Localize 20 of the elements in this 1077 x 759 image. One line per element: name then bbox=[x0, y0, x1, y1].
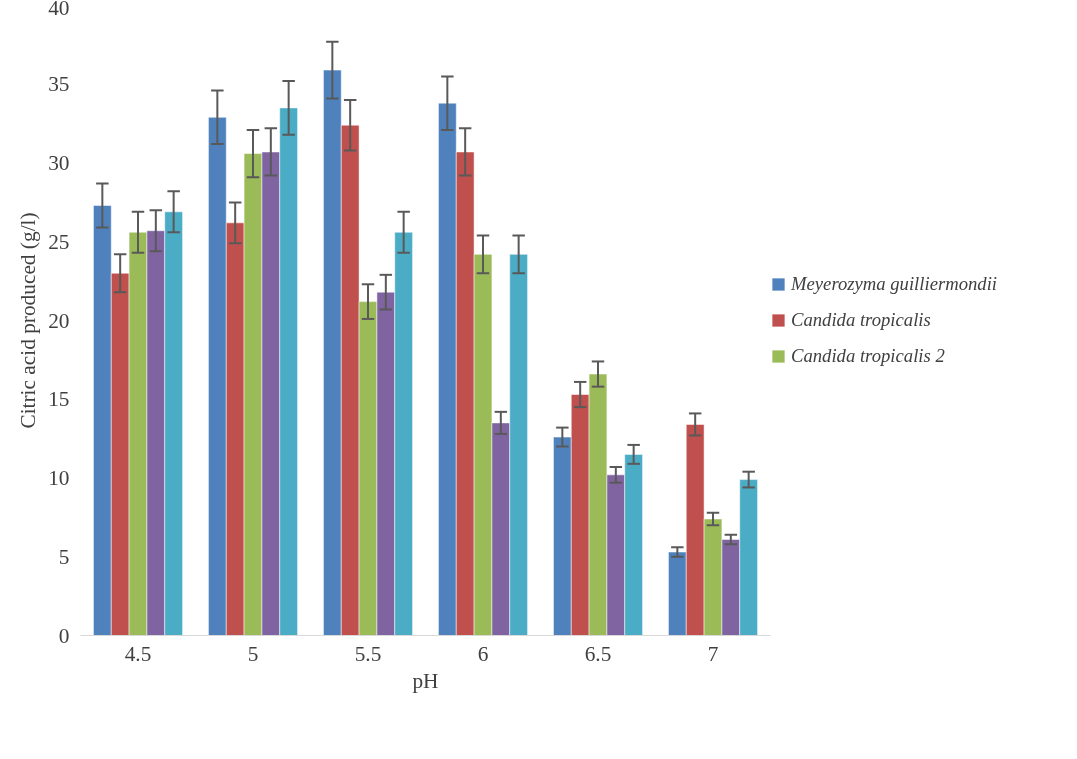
legend-label: Meyerozyma guilliermondii bbox=[791, 273, 998, 295]
x-tick-label: 5.5 bbox=[354, 641, 382, 666]
y-tick-label: 40 bbox=[48, 0, 70, 20]
y-tick-label: 20 bbox=[48, 308, 70, 333]
y-tick-label: 5 bbox=[58, 544, 70, 569]
y-tick-label: 35 bbox=[48, 72, 70, 97]
y-tick-label: 10 bbox=[48, 466, 70, 490]
y-tick-label: 25 bbox=[48, 229, 70, 254]
y-tick-label: 30 bbox=[48, 151, 70, 175]
x-tick-label: 7 bbox=[707, 641, 719, 666]
y-tick-label: 15 bbox=[48, 387, 70, 412]
y-axis-title: Citric acid produced (g/l) bbox=[16, 212, 41, 429]
x-tick-label: 5 bbox=[247, 641, 259, 666]
x-axis-title: pH bbox=[412, 668, 439, 693]
x-tick-label: 4.5 bbox=[124, 641, 152, 666]
x-tick-label: 6 bbox=[477, 641, 489, 666]
legend-label: Candida tropicalis bbox=[791, 309, 931, 331]
legend-label: Candida tropicalis 2 bbox=[791, 345, 945, 367]
x-tick-label: 6.5 bbox=[584, 641, 612, 666]
y-tick-label: 0 bbox=[58, 623, 70, 648]
